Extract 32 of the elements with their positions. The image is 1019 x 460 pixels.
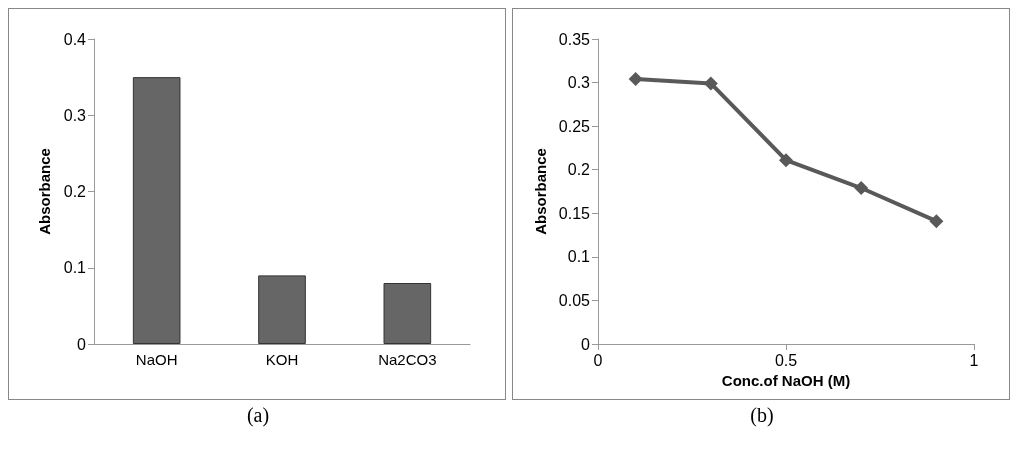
y-tick-label: 0.1: [567, 248, 591, 266]
x-tick-label: 0.5: [774, 351, 798, 369]
y-tick-label: 0: [581, 335, 591, 353]
y-tick-label: 0.2: [567, 161, 591, 179]
point: [854, 181, 869, 196]
point: [929, 214, 944, 229]
bar: [258, 275, 306, 344]
x-axis-title: Conc.of NaOH (M): [721, 371, 851, 389]
y-tick-label: 0.2: [63, 183, 87, 200]
y-tick-label: 0.25: [558, 117, 591, 135]
y-tick-label: 0.35: [558, 30, 591, 48]
y-tick-label: 0.05: [558, 291, 591, 309]
y-tick-label: 0.4: [63, 30, 87, 48]
y-tick-label: 0.3: [63, 106, 87, 124]
point: [628, 72, 643, 87]
y-tick-label: 0.15: [558, 204, 591, 222]
y-axis-title: Absorbance: [531, 148, 549, 235]
y-axis-title: Absorbance: [36, 148, 53, 235]
y-tick-label: 0.1: [63, 259, 87, 277]
point: [779, 153, 793, 168]
text: (b): [749, 404, 775, 427]
bar: [383, 283, 432, 344]
x-tick-label: KOH: [265, 351, 299, 368]
y-tick-label: 0: [77, 335, 87, 353]
bar: [132, 77, 181, 344]
point: [703, 76, 718, 91]
x-tick-label: NaOH: [135, 351, 178, 368]
y-tick-label: 0.3: [567, 74, 591, 92]
text: (a): [245, 404, 271, 427]
x-tick-label: 1: [969, 351, 979, 369]
x-tick-label: 0: [593, 351, 603, 369]
x-tick-label: Na2CO3: [378, 351, 437, 368]
